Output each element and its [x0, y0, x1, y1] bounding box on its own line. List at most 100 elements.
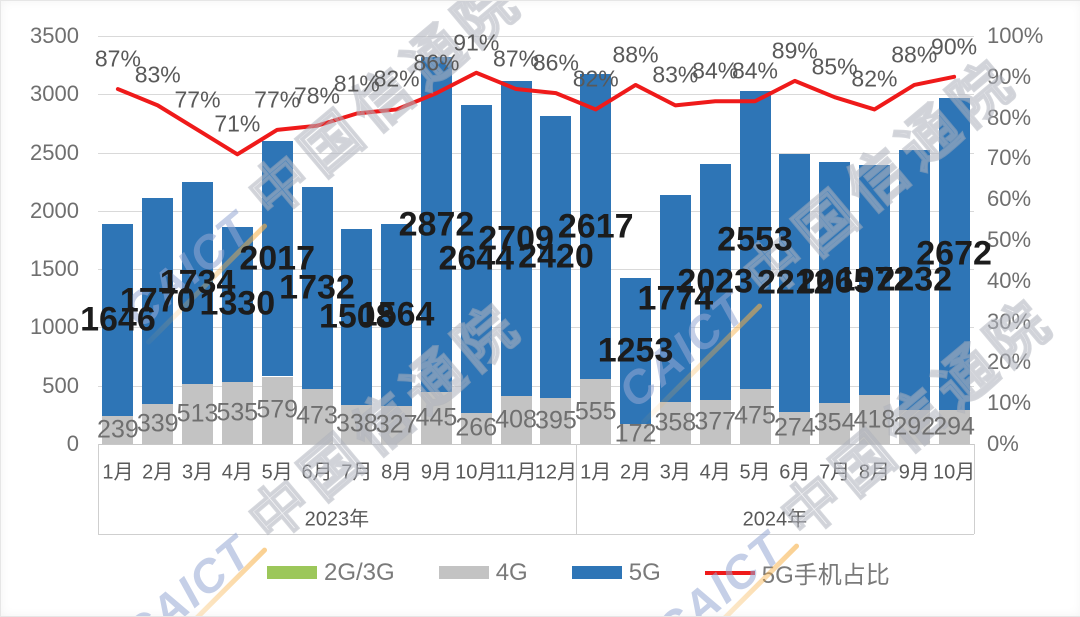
- bar-segment-5g: [381, 223, 413, 406]
- data-label-4g: 239: [97, 415, 139, 444]
- data-label-5g: 2420: [518, 237, 594, 276]
- y2-axis-tick-label: 90%: [987, 63, 1032, 89]
- data-label-5g: 1770: [119, 281, 196, 320]
- bar-segment-4g: [739, 388, 771, 444]
- bar-segment-5g: [858, 165, 890, 396]
- data-label-5g-share: 87%: [493, 45, 540, 72]
- 5g-share-line: [115, 70, 957, 157]
- data-label-5g-share: 81%: [333, 70, 380, 97]
- x-axis-month-label: 6月: [301, 461, 333, 484]
- y2-axis-tick-label: 30%: [987, 308, 1032, 334]
- bar-segment-5g: [301, 186, 333, 389]
- data-label-4g: 408: [495, 405, 537, 434]
- x-axis-month-label: 8月: [381, 461, 413, 484]
- data-label-5g-share: 86%: [532, 49, 579, 76]
- bar-segment-4g: [500, 396, 532, 444]
- data-label-5g: 2023: [677, 262, 753, 301]
- data-label-5g-share: 83%: [652, 61, 699, 88]
- bar-segment-5g: [898, 149, 930, 410]
- bar-segment-5g: [620, 277, 652, 424]
- legend-item-4g: 4G: [438, 559, 528, 587]
- x-axis-month-label: 9月: [420, 461, 453, 484]
- data-label-5g-share: 89%: [771, 37, 818, 64]
- legend-label-5g-share: 5G手机占比: [761, 562, 890, 589]
- bar-segment-4g: [620, 423, 652, 444]
- y2-axis-tick-label: 70%: [987, 145, 1032, 171]
- gridline: [98, 327, 974, 329]
- bar-segment-5g: [659, 195, 691, 403]
- bar-segment-4g: [182, 384, 214, 444]
- bar-segment-4g: [221, 381, 253, 444]
- data-label-5g-share: 87%: [94, 45, 141, 72]
- y-axis-tick-label: 0: [66, 431, 79, 456]
- data-label-5g: 1646: [80, 300, 156, 339]
- x-axis-month-label: 5月: [261, 461, 293, 484]
- data-label-4g: 266: [455, 413, 498, 442]
- gridline: [98, 210, 974, 212]
- y2-axis-tick-label: 40%: [987, 267, 1032, 293]
- data-label-5g: 2709: [478, 219, 554, 258]
- data-label-5g: 2553: [717, 220, 793, 259]
- bar-segment-4g: [580, 379, 612, 444]
- legend-label-5g: 5G: [628, 558, 661, 586]
- bar-segment-5g: [261, 141, 293, 377]
- data-label-5g: 2212: [756, 263, 833, 302]
- y-axis-tick-label: 3500: [30, 23, 79, 48]
- data-label-5g: 2644: [438, 239, 515, 278]
- bar-segment-5g: [699, 164, 731, 401]
- x-axis-month-label: 2月: [142, 461, 174, 484]
- data-label-4g: 338: [335, 409, 378, 438]
- category-box-bottom: [98, 534, 974, 535]
- bar-segment-5g: [819, 162, 851, 403]
- bar-segment-4g: [420, 392, 452, 444]
- data-label-4g: 418: [853, 405, 896, 434]
- y2-axis-tick-label: 10%: [987, 390, 1032, 416]
- data-label-4g: 513: [176, 399, 219, 428]
- data-label-5g: 1732: [279, 268, 355, 307]
- x-axis-month-label: 2月: [619, 461, 652, 484]
- bar-segment-4g: [819, 402, 851, 444]
- data-label-4g: 445: [415, 403, 458, 432]
- data-label-4g: 172: [614, 419, 657, 448]
- data-label-4g: 339: [136, 409, 179, 438]
- bar-segment-5g: [221, 226, 253, 382]
- data-label-5g-share: 77%: [174, 86, 221, 113]
- y-axis-tick-label: 1000: [30, 314, 79, 340]
- data-label-5g-share: 77%: [254, 86, 301, 113]
- x-axis-month-label: 5月: [739, 461, 771, 484]
- x-axis-month-label: 10月: [455, 461, 498, 484]
- y2-axis-tick-label: 50%: [987, 227, 1032, 252]
- data-label-4g: 274: [773, 413, 816, 442]
- legend-swatch-4g: [438, 566, 489, 579]
- bar-segment-4g: [381, 405, 413, 444]
- gridline: [98, 269, 974, 271]
- bar-segment-4g: [898, 409, 930, 444]
- x-axis-month-label: 7月: [341, 461, 373, 484]
- gridline: [98, 152, 974, 154]
- y2-axis-tick-label: 80%: [987, 104, 1032, 130]
- caict-logo-watermark: CAICT: [113, 525, 262, 616]
- x-axis-month-label: 11月: [495, 461, 537, 484]
- data-label-4g: 535: [216, 398, 259, 427]
- bar-segment-5g: [580, 74, 612, 380]
- data-label-5g: 2232: [876, 260, 953, 299]
- bar-segment-4g: [938, 409, 970, 444]
- y-axis-tick-label: 3000: [30, 81, 79, 107]
- bar-segment-5g: [779, 154, 811, 413]
- legend-line-5g-share: [704, 570, 755, 575]
- watermark-text: 中国信通院: [731, 44, 1031, 311]
- x-axis-month-label: 3月: [659, 461, 691, 484]
- gridline: [98, 36, 974, 37]
- data-label-5g: 2065: [796, 262, 873, 301]
- bar-segment-4g: [261, 376, 293, 444]
- data-label-5g: 2617: [557, 207, 634, 246]
- x-axis-year-label-2024: 2024年: [742, 508, 808, 531]
- data-label-4g: 395: [535, 406, 577, 435]
- x-axis-month-label: 1月: [580, 461, 612, 484]
- x-axis-month-label: 4月: [699, 461, 731, 484]
- x-axis-month-label: 6月: [779, 461, 811, 484]
- watermark-text: 中国信通院: [236, 0, 536, 231]
- watermark-text: 中国信通院: [236, 288, 536, 555]
